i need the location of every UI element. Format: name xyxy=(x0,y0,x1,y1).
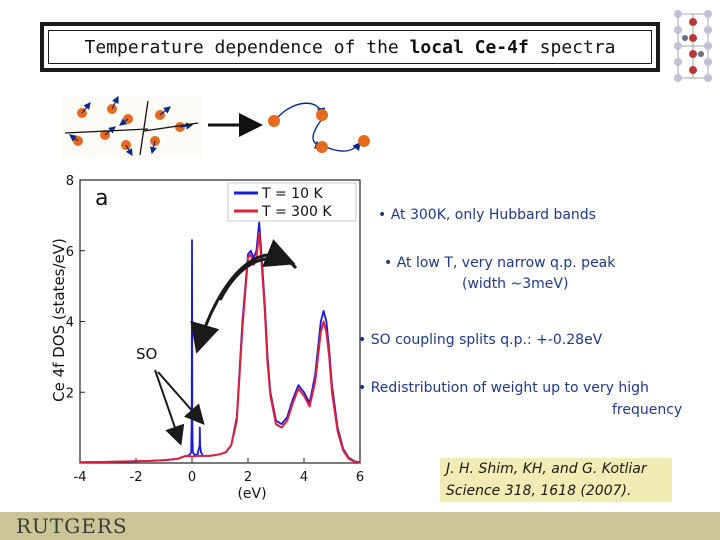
bullet-redistribution-line1: • Redistribution of weight up to very hi… xyxy=(358,380,649,396)
crystal-structure-icon xyxy=(674,10,712,82)
title-part1: Temperature dependence of the xyxy=(84,36,410,58)
so-label: SO xyxy=(136,345,158,363)
x-axis-label: (eV) xyxy=(237,486,266,502)
title-box: Temperature dependence of the local Ce-4… xyxy=(40,22,660,72)
y-tick-label: 2 xyxy=(66,386,74,401)
x-tick-label: 0 xyxy=(188,470,196,485)
title-inner-frame: Temperature dependence of the local Ce-4… xyxy=(48,30,652,64)
bullet-redistribution-line2: frequency xyxy=(612,402,683,418)
x-tick-label: 6 xyxy=(356,470,364,485)
title-part2: spectra xyxy=(528,36,616,58)
series-line-high-T xyxy=(79,232,361,464)
reference-box: J. H. Shim, KH, and G. Kotliar Science 3… xyxy=(440,458,672,502)
legend-label-low-T: T = 10 K xyxy=(261,186,323,202)
y-tick-label: 6 xyxy=(66,245,74,260)
legend-label-high-T: T = 300 K xyxy=(261,204,332,220)
hubbard-arrow-back xyxy=(218,239,296,301)
slide-title: Temperature dependence of the local Ce-4… xyxy=(84,37,615,58)
spin-cartoon-diagram xyxy=(62,95,370,157)
bullet-so-coupling: • SO coupling splits q.p.: +-0.28eV xyxy=(358,332,603,348)
panel-label: a xyxy=(95,186,108,211)
reference-authors: J. H. Shim, KH, and G. Kotliar xyxy=(446,461,647,477)
bullet-low-t-line1: • At low T, very narrow q.p. peak xyxy=(384,255,616,271)
x-tick-label: -4 xyxy=(74,470,87,485)
title-bold: local Ce-4f xyxy=(409,36,529,58)
footer-bar: RUTGERS xyxy=(0,512,720,540)
y-tick-label: 8 xyxy=(66,174,74,189)
y-axis-label: Ce 4f DOS (states/eV) xyxy=(50,238,68,402)
legend: T = 10 K T = 300 K xyxy=(227,182,357,222)
so-arrow-right xyxy=(157,371,205,426)
bullet-low-t-line2: (width ~3meV) xyxy=(462,276,569,292)
plot-frame xyxy=(79,179,361,464)
y-tick-label: 4 xyxy=(66,316,74,331)
x-tick-label: 2 xyxy=(244,470,252,485)
series-line-low-T xyxy=(79,221,361,464)
rutgers-logo: RUTGERS xyxy=(16,514,128,538)
x-tick-label: 4 xyxy=(300,470,308,485)
bullet-300k: • At 300K, only Hubbard bands xyxy=(378,207,596,223)
x-tick-label: -2 xyxy=(130,470,143,485)
reference-journal: Science 318, 1618 (2007). xyxy=(446,483,632,499)
so-arrow-left xyxy=(154,369,185,446)
